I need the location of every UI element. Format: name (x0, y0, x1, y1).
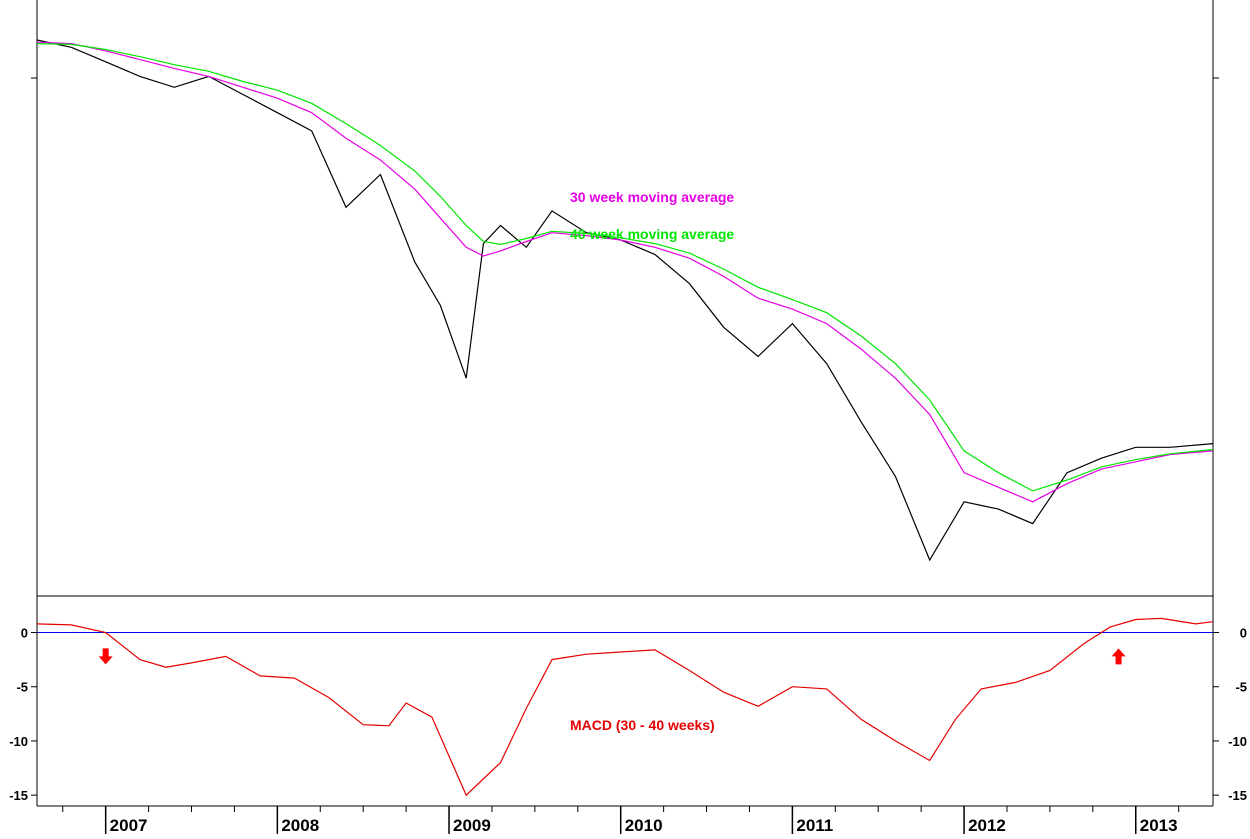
macd-series-group (36, 617, 1214, 797)
y-tick-label-left: 0 (21, 626, 28, 641)
macd-line (36, 617, 1214, 797)
price-series-group (36, 39, 1214, 562)
buy-signal-arrow (1111, 648, 1126, 665)
y-tick-label-left: -10 (9, 734, 28, 749)
x-tick-label: 2009 (453, 816, 491, 834)
x-tick-label: 2012 (968, 816, 1006, 834)
x-tick-label: 2011 (796, 816, 833, 834)
x-axis: 2007 2008 2009 2010 2011 2012 2013 (62, 806, 1180, 835)
macd-y-axis: 0 0 -5 -5 -10 -10 -15 -15 (9, 626, 1247, 804)
series-line-ma30 (36, 41, 1214, 503)
series-line-ma40 (36, 43, 1214, 492)
y-tick-label-right: -15 (1228, 788, 1247, 803)
y-tick-label-left: -5 (16, 680, 28, 695)
x-tick-label: 2010 (625, 816, 663, 834)
series-line-price (36, 39, 1214, 562)
price-panel: 30 week moving average 40 week moving av… (31, 0, 1219, 597)
x-tick-label: 2008 (281, 816, 319, 834)
y-tick-label-left: -15 (9, 788, 28, 803)
y-tick-label-right: 0 (1240, 626, 1247, 641)
y-tick-label-right: -5 (1235, 680, 1247, 695)
x-tick-label: 2007 (110, 816, 148, 834)
x-tick-label: 2013 (1140, 816, 1178, 834)
legend-ma40-label: 40 week moving average (570, 226, 734, 242)
legend-ma30-label: 30 week moving average (570, 189, 734, 205)
y-tick-label-right: -10 (1228, 734, 1247, 749)
macd-panel: 0 0 -5 -5 -10 -10 -15 -15 MACD (30 - 40 weeks) (9, 596, 1247, 807)
macd-annotation-label: MACD (30 - 40 weeks) (570, 717, 715, 733)
sell-signal-arrow (98, 648, 113, 665)
